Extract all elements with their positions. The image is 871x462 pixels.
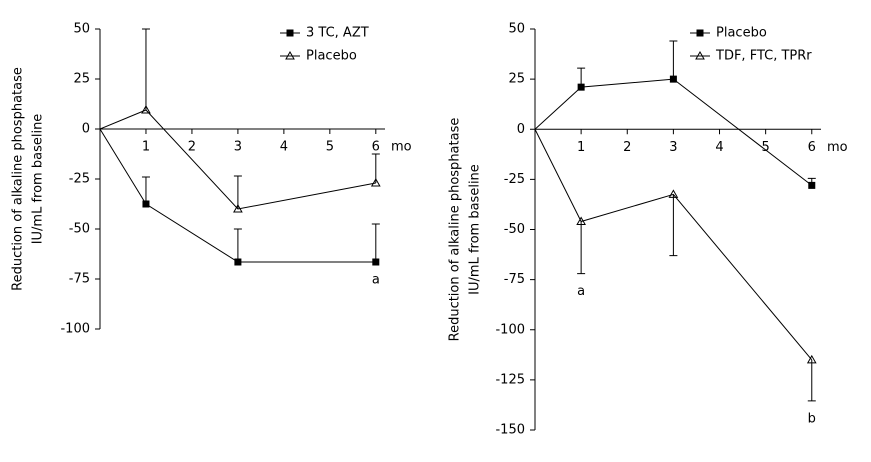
x-tick-label: 4	[715, 140, 723, 155]
y-tick-label: -150	[495, 423, 525, 438]
series-line	[99, 109, 376, 210]
y-tick-label: -25	[504, 172, 525, 187]
marker	[372, 258, 380, 266]
legend-label: Placebo	[716, 26, 767, 41]
marker	[370, 177, 381, 187]
x-tick-label: 6	[808, 140, 816, 155]
y-tick-label: -100	[495, 322, 525, 337]
y-tick-label: 0	[82, 122, 90, 137]
error-bar	[371, 223, 380, 262]
y-tick-label: -125	[495, 372, 525, 387]
marker	[576, 216, 586, 225]
marker	[142, 200, 150, 208]
series-line	[534, 78, 813, 186]
series-line	[534, 129, 813, 361]
y-tick-label: -50	[504, 222, 525, 237]
series-line	[99, 128, 376, 263]
y-tick-label: 25	[508, 72, 525, 87]
error-bar	[233, 175, 242, 209]
x-axis-label: mo	[391, 140, 412, 155]
annotation: a	[372, 273, 380, 288]
y-axis-label: Reduction of alkaline phosphatase	[11, 67, 26, 291]
x-tick-label: 5	[762, 140, 770, 155]
legend-label: Placebo	[306, 49, 357, 64]
y-tick-label: 25	[73, 72, 90, 87]
legend-label: TDF, FTC, TPRr	[715, 49, 812, 64]
error-bar	[141, 176, 150, 204]
y-axis-label: Reduction of alkaline phosphatase	[448, 118, 463, 342]
x-tick-label: 3	[234, 140, 242, 155]
x-tick-label: 2	[623, 140, 631, 155]
error-bar	[577, 221, 586, 275]
x-tick-label: 5	[326, 140, 334, 155]
annotation: a	[577, 284, 585, 299]
marker	[285, 50, 295, 60]
y-tick-label: -75	[504, 272, 525, 287]
x-tick-label: 3	[669, 140, 677, 155]
marker	[808, 181, 816, 189]
error-bar	[669, 194, 678, 257]
marker	[234, 258, 242, 266]
marker	[577, 83, 585, 91]
marker	[286, 29, 294, 37]
error-bar	[233, 228, 242, 262]
error-bar	[141, 28, 150, 110]
marker	[233, 203, 243, 213]
y-tick-label: -75	[69, 272, 90, 287]
y-tick-label: -25	[69, 172, 90, 187]
error-bar	[669, 40, 678, 80]
y-axis-label: IU/mL from baseline	[468, 164, 483, 295]
y-tick-label: 50	[508, 22, 525, 37]
marker	[669, 75, 677, 83]
x-axis-label: mo	[827, 140, 848, 155]
legend-label: 3 TC, AZT	[306, 26, 369, 41]
annotation: b	[808, 411, 816, 426]
x-tick-label: 2	[188, 140, 196, 155]
y-tick-label: 50	[73, 22, 90, 37]
marker	[668, 189, 679, 198]
marker	[695, 50, 705, 60]
y-tick-label: -50	[69, 222, 90, 237]
x-tick-label: 4	[280, 140, 288, 155]
x-tick-label: 1	[577, 140, 585, 155]
error-bar	[807, 359, 816, 402]
x-tick-label: 6	[372, 140, 380, 155]
marker	[806, 354, 817, 364]
y-tick-label: 0	[517, 122, 525, 137]
y-axis-label: IU/mL from baseline	[31, 114, 46, 245]
marker	[696, 29, 704, 37]
y-tick-label: -100	[60, 322, 90, 337]
marker	[141, 104, 151, 114]
x-tick-label: 1	[142, 140, 150, 155]
